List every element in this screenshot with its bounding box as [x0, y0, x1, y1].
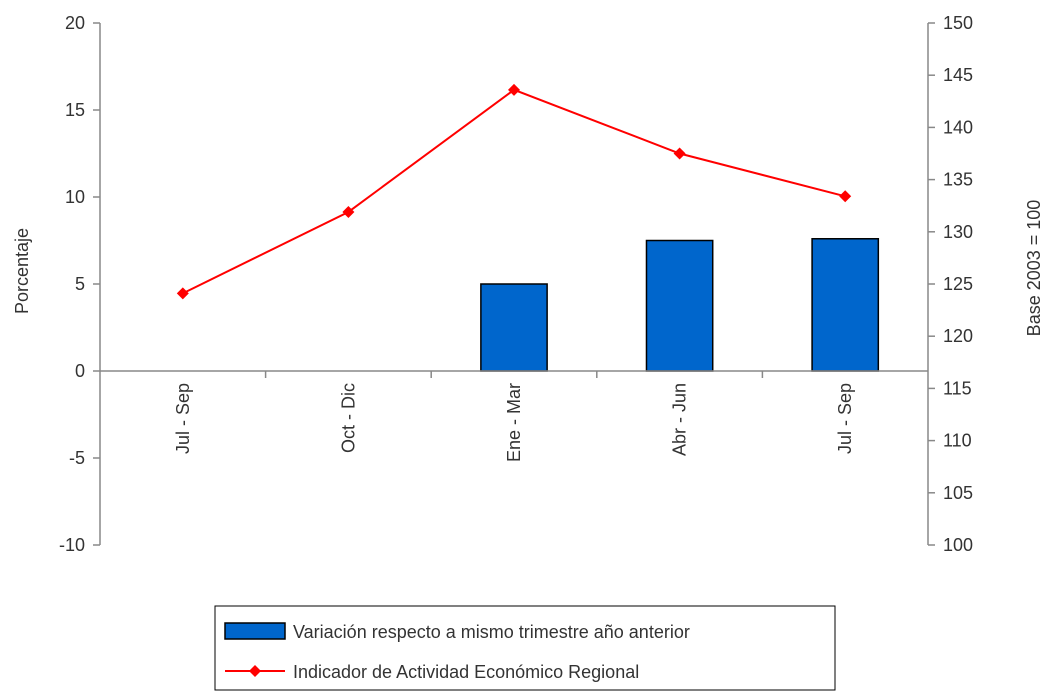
- right-axis-tick-label: 110: [943, 431, 972, 451]
- right-y-axis: 100 105 110 115 120 125 130 135 140 145 150: [927, 13, 973, 555]
- left-axis-tick-label: -10: [59, 535, 85, 555]
- legend-bar-swatch: [224, 622, 286, 640]
- legend-line-label: Indicador de Actividad Económico Regiona…: [293, 662, 639, 682]
- right-axis-tick-label: 150: [943, 13, 973, 33]
- bar: [811, 238, 880, 372]
- x-axis-category-label: Jul - Sep: [173, 383, 193, 454]
- line-marker: [673, 147, 686, 160]
- left-axis-title: Porcentaje: [12, 228, 32, 314]
- left-axis-tick-label: 0: [75, 361, 85, 381]
- line-marker: [508, 83, 520, 96]
- bar: [645, 239, 714, 372]
- legend: Variación respecto a mismo trimestre año…: [214, 605, 836, 691]
- line-marker: [839, 190, 852, 203]
- line-series: [176, 83, 852, 300]
- left-axis-tick-label: 15: [65, 100, 85, 120]
- right-axis-tick-label: 140: [943, 117, 973, 137]
- legend-line-marker: [249, 665, 261, 677]
- line-marker: [176, 287, 189, 300]
- right-axis-tick-label: 145: [943, 65, 973, 85]
- left-y-axis: -10 -5 0 5 10 15 20: [59, 13, 101, 555]
- x-axis-category-label: Jul - Sep: [835, 383, 855, 454]
- x-axis-labels: Jul - Sep Oct - Dic Ene - Mar Abr - Jun Jul …: [173, 371, 855, 462]
- right-axis-tick-label: 130: [943, 222, 973, 242]
- line-marker: [342, 205, 355, 218]
- right-axis-title: Base 2003 = 100: [1024, 200, 1044, 337]
- legend-bar-label: Variación respecto a mismo trimestre año…: [293, 622, 690, 642]
- right-axis-tick-label: 100: [943, 535, 973, 555]
- right-axis-tick-label: 115: [943, 378, 972, 398]
- x-axis-category-label: Oct - Dic: [338, 383, 358, 453]
- line-path: [182, 88, 846, 295]
- right-axis-tick-label: 105: [943, 483, 973, 503]
- legend-box: [214, 605, 836, 691]
- right-axis-tick-label: 135: [943, 170, 973, 190]
- left-axis-tick-label: 10: [65, 187, 85, 207]
- left-axis-tick-label: 20: [65, 13, 85, 33]
- left-axis-tick-label: 5: [75, 274, 85, 294]
- right-axis-tick-label: 125: [943, 274, 973, 294]
- bar-series: [480, 238, 880, 372]
- x-axis-category-label: Ene - Mar: [504, 383, 524, 462]
- left-axis-tick-label: -5: [69, 448, 85, 468]
- right-axis-tick-label: 120: [943, 326, 973, 346]
- bar: [480, 283, 548, 372]
- x-axis-category-label: Abr - Jun: [670, 383, 690, 456]
